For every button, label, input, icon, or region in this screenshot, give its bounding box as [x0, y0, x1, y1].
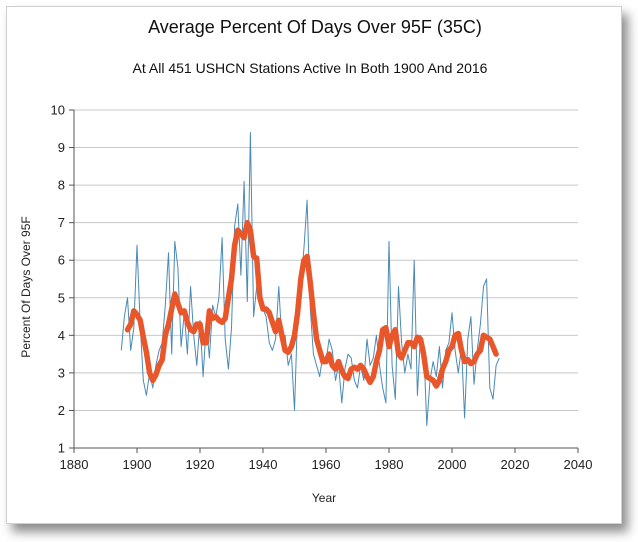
series-layer: [120, 132, 500, 426]
y-tick-label: 4: [58, 328, 65, 343]
x-tick-label: 1960: [312, 457, 341, 472]
y-tick-label: 6: [58, 253, 65, 268]
y-axis-label: Percent Of Days Over 95F: [19, 216, 33, 357]
x-tick-label: 1940: [249, 457, 278, 472]
y-tick-label: 3: [58, 365, 65, 380]
x-tick-label: 1920: [186, 457, 215, 472]
y-tick-label: 7: [58, 215, 65, 230]
tick-labels: 1 2 3 4 5 6 7 8 9 10 1880 1900 1920 1940 1960 1980 2000 2…: [51, 103, 593, 473]
axes: [69, 109, 579, 453]
y-tick-label: 10: [51, 103, 65, 118]
y-tick-label: 5: [58, 290, 65, 305]
chart-frame: [6, 6, 622, 524]
y-tick-label: 2: [58, 403, 65, 418]
chart-subtitle: At All 451 USHCN Stations Active In Both…: [133, 60, 488, 76]
y-tick-label: 1: [58, 441, 65, 456]
x-tick-label: 2000: [438, 457, 467, 472]
x-tick-label: 1880: [60, 457, 89, 472]
y-tick-label: 9: [58, 140, 65, 155]
gridlines: [74, 109, 578, 449]
x-tick-label: 1980: [375, 457, 404, 472]
y-tick-label: 8: [58, 178, 65, 193]
x-tick-label: 1900: [123, 457, 152, 472]
x-axis-label: Year: [312, 491, 336, 505]
chart-title: Average Percent Of Days Over 95F (35C): [148, 17, 482, 37]
smoothed-series-line: [124, 219, 499, 389]
x-tick-label: 2040: [564, 457, 593, 472]
x-tick-label: 2020: [501, 457, 530, 472]
